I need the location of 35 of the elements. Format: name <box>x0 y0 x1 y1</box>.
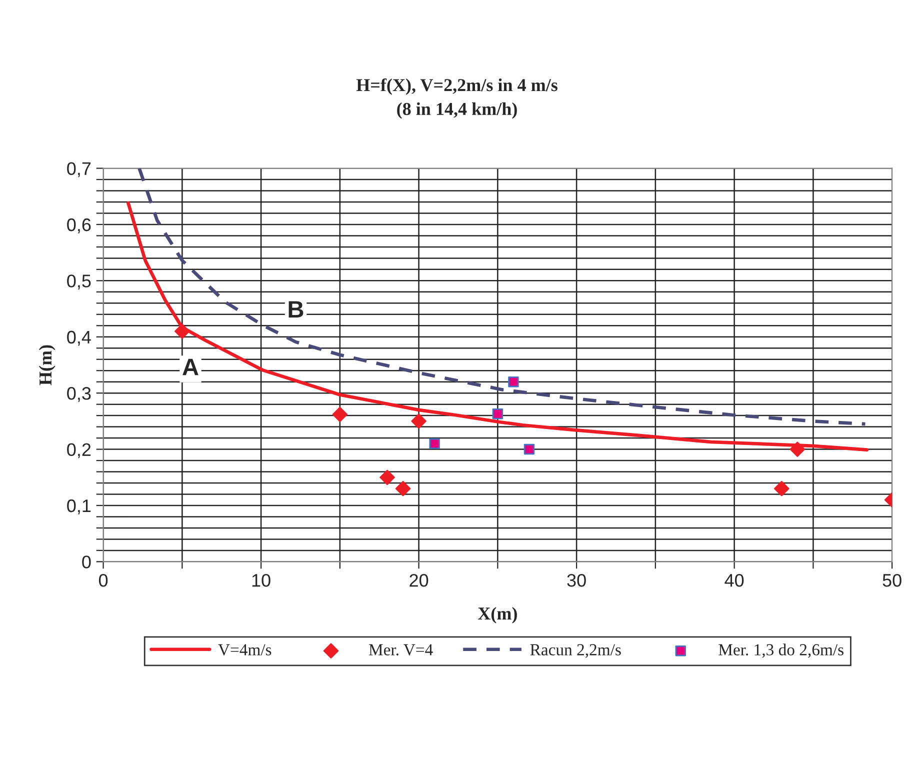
y-tick-label: 0,6 <box>67 218 91 234</box>
x-tick-label: 10 <box>252 574 270 587</box>
point <box>429 438 440 450</box>
chart-title: H=f(X), V=2,2m/s in 4 m/s (8 in 14,4 km/h) <box>356 78 558 119</box>
y-tick-label: 0,3 <box>67 387 91 402</box>
y-tick-label: 0,5 <box>67 274 91 290</box>
point <box>332 406 348 422</box>
y-axis-title: H(m) <box>38 345 56 386</box>
x-axis-title: X(m) <box>478 606 517 624</box>
legend-label: V=4m/s <box>218 644 272 656</box>
point <box>508 376 519 388</box>
y-tick-label: 0,4 <box>67 330 91 346</box>
line-series <box>138 168 867 426</box>
y-tick-label: 0 <box>82 556 91 568</box>
y-tick-label: 0,7 <box>67 162 91 178</box>
x-tick-label: 0 <box>98 574 108 587</box>
point <box>524 444 535 455</box>
annotation: A <box>182 358 198 376</box>
x-tick-label: 30 <box>567 574 586 587</box>
legend-label: Mer. V=4 <box>368 644 433 656</box>
point <box>395 480 411 496</box>
legend-label: Mer. 1,3 do 2,6m/s <box>718 644 844 658</box>
x-tick-label: 50 <box>882 574 902 587</box>
point <box>774 480 790 496</box>
y-tick-label: 0,2 <box>67 443 91 458</box>
point <box>174 324 190 339</box>
x-tick-label: 20 <box>410 574 428 587</box>
annotation: B <box>288 301 304 318</box>
x-tick-label: 40 <box>724 574 744 587</box>
legend-label: Racun 2,2m/s <box>530 644 621 658</box>
y-tick-label: 0,1 <box>67 499 91 514</box>
point <box>790 442 806 457</box>
point <box>492 408 504 420</box>
point <box>380 470 395 486</box>
point <box>411 414 426 429</box>
